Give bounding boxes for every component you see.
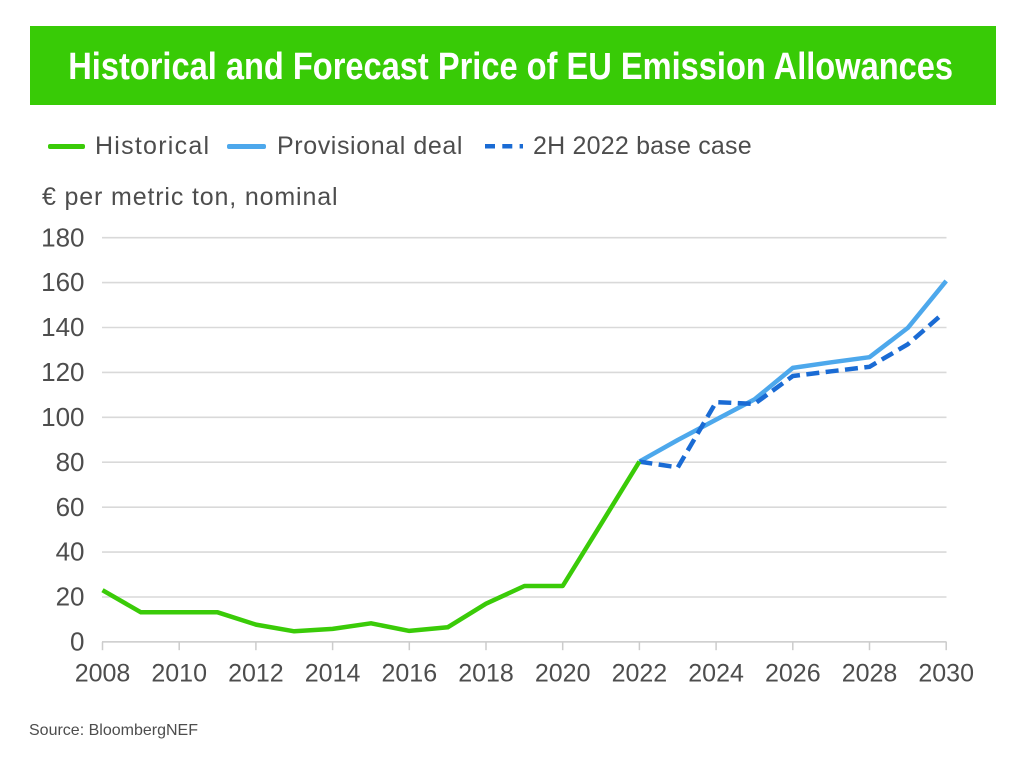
svg-text:2020: 2020 <box>535 660 591 688</box>
svg-text:2022: 2022 <box>612 660 668 688</box>
svg-text:2016: 2016 <box>381 660 437 688</box>
svg-text:0: 0 <box>70 627 84 657</box>
svg-text:2028: 2028 <box>842 660 898 688</box>
svg-text:160: 160 <box>41 267 84 297</box>
svg-text:2018: 2018 <box>458 660 514 688</box>
svg-text:2024: 2024 <box>688 660 744 688</box>
svg-text:2010: 2010 <box>151 660 207 688</box>
svg-text:20: 20 <box>56 582 85 612</box>
svg-text:100: 100 <box>41 402 84 432</box>
svg-text:120: 120 <box>41 357 84 387</box>
svg-text:60: 60 <box>56 492 85 522</box>
svg-text:2026: 2026 <box>765 660 821 688</box>
svg-text:40: 40 <box>56 537 85 567</box>
svg-text:2008: 2008 <box>75 660 131 688</box>
svg-text:2030: 2030 <box>918 660 974 688</box>
svg-text:2014: 2014 <box>305 660 361 688</box>
svg-text:180: 180 <box>41 222 84 252</box>
svg-text:2012: 2012 <box>228 660 284 688</box>
svg-text:80: 80 <box>56 447 85 477</box>
svg-text:140: 140 <box>41 312 84 342</box>
